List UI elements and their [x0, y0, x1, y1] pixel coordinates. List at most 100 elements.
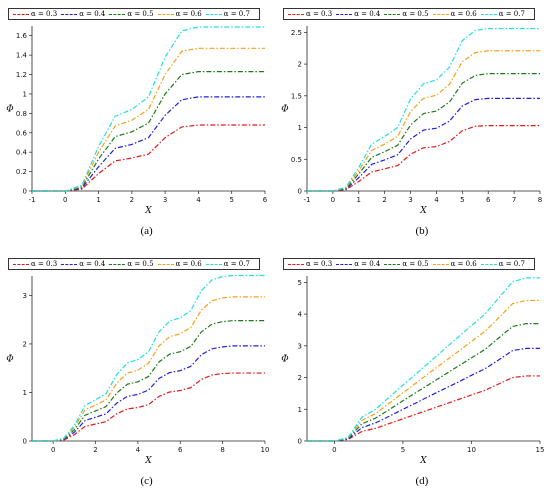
- x-tick-label: 0: [332, 446, 336, 454]
- x-tick-label: 0: [63, 196, 67, 204]
- legend-item: α = 0.3: [13, 10, 57, 18]
- legend-label: α = 0.4: [354, 260, 381, 268]
- legend-item: α = 0.4: [336, 260, 380, 268]
- x-tick-label: 2: [130, 196, 134, 204]
- legend-item: α = 0.4: [61, 260, 105, 268]
- series-line: [32, 71, 265, 192]
- x-axis-title: X: [144, 456, 152, 466]
- y-tick-label: 1: [298, 124, 302, 132]
- y-tick-label: 1.2: [16, 71, 27, 79]
- y-tick-label: 1.5: [291, 92, 302, 100]
- y-tick-label: 0: [23, 188, 27, 196]
- chart-panel-a: α = 0.3 α = 0.4 α = 0.5 α = 0.6 α = 0.7 -1 0 1 2…: [0, 0, 275, 249]
- x-tick-label: 2: [93, 446, 97, 454]
- x-tick-label: 15: [536, 446, 545, 454]
- series-line: [307, 27, 540, 192]
- legend-item: α = 0.5: [384, 260, 429, 268]
- line-chart: 0 5 10 15 0 1 2 3 4 5 X Φ: [281, 276, 545, 466]
- x-axis-title: X: [419, 206, 427, 216]
- x-tick-label: 5: [401, 446, 405, 454]
- y-tick-label: 2.5: [291, 29, 302, 37]
- legend-item: α = 0.7: [205, 260, 250, 268]
- y-tick-label: 4: [298, 311, 303, 319]
- legend-label: α = 0.3: [306, 260, 333, 268]
- legend-item: α = 0.4: [336, 10, 380, 18]
- x-tick-label: -1: [304, 196, 311, 204]
- series-line: [32, 47, 265, 192]
- legend-label: α = 0.6: [175, 260, 202, 268]
- legend-swatch: [109, 13, 126, 15]
- y-tick-label: 1: [23, 389, 27, 397]
- x-tick-label: 8: [538, 196, 542, 204]
- legend-label: α = 0.4: [79, 260, 106, 268]
- x-tick-label: 3: [408, 196, 412, 204]
- legend-item: α = 0.6: [432, 10, 477, 18]
- y-axis-title: Φ: [6, 355, 13, 365]
- chart-panel-b: α = 0.3 α = 0.4 α = 0.5 α = 0.6 α = 0.7 -1 0 1 2…: [275, 0, 550, 249]
- legend-swatch: [13, 13, 29, 15]
- series-line: [32, 320, 265, 442]
- series-line: [307, 299, 540, 442]
- legend-item: α = 0.3: [288, 260, 332, 268]
- legend: α = 0.3 α = 0.4 α = 0.5 α = 0.6 α = 0.7: [8, 258, 260, 270]
- legend-label: α = 0.7: [223, 260, 250, 268]
- y-tick-label: 0: [23, 438, 27, 446]
- chart-panel-c: α = 0.3 α = 0.4 α = 0.5 α = 0.6 α = 0.7 0 2 4 6 8…: [0, 250, 275, 499]
- series-line: [32, 296, 265, 442]
- series-line: [307, 277, 540, 442]
- y-tick-label: 3: [298, 342, 302, 350]
- legend-swatch: [480, 13, 497, 15]
- legend-item: α = 0.7: [205, 10, 250, 18]
- legend-item: α = 0.5: [109, 10, 154, 18]
- y-tick-label: 1: [298, 406, 302, 414]
- series-line: [32, 372, 265, 442]
- x-tick-label: 5: [229, 196, 233, 204]
- series-line: [307, 375, 540, 442]
- y-tick-label: 5: [298, 279, 302, 287]
- x-tick-label: -1: [29, 196, 36, 204]
- series-line: [32, 26, 265, 192]
- legend-label: α = 0.4: [79, 10, 106, 18]
- y-tick-label: 2: [23, 340, 27, 348]
- y-axis-title: Φ: [281, 355, 288, 365]
- series-line: [307, 72, 540, 192]
- x-tick-label: 4: [196, 196, 201, 204]
- y-tick-label: 0: [298, 438, 302, 446]
- x-tick-label: 0: [51, 446, 55, 454]
- line-chart: -1 0 1 2 3 4 5 600.20.40.60.811.21.41.6XΦ: [6, 26, 268, 216]
- series-line: [32, 124, 265, 192]
- legend-swatch: [288, 13, 304, 15]
- x-tick-label: 2: [382, 196, 386, 204]
- legend-label: α = 0.4: [354, 10, 381, 18]
- legend-item: α = 0.5: [109, 260, 154, 268]
- legend-swatch: [336, 263, 353, 265]
- legend-label: α = 0.5: [402, 260, 429, 268]
- series-line: [307, 50, 540, 192]
- y-tick-label: 1.4: [16, 52, 28, 60]
- legend-swatch: [61, 263, 78, 265]
- x-tick-label: 6: [178, 446, 183, 454]
- x-tick-label: 8: [220, 446, 224, 454]
- legend-swatch: [336, 13, 353, 15]
- y-tick-label: 2: [298, 374, 302, 382]
- legend-swatch: [288, 263, 304, 265]
- legend-item: α = 0.5: [384, 10, 429, 18]
- x-tick-label: 3: [163, 196, 167, 204]
- series-line: [307, 347, 540, 442]
- series-line: [307, 322, 540, 442]
- legend-item: α = 0.6: [157, 10, 202, 18]
- legend-item: α = 0.7: [480, 10, 525, 18]
- legend: α = 0.3 α = 0.4 α = 0.5 α = 0.6 α = 0.7: [283, 8, 535, 20]
- series-line: [32, 345, 265, 442]
- x-tick-label: 6: [263, 196, 268, 204]
- legend-item: α = 0.3: [288, 10, 332, 18]
- x-axis-title: X: [419, 456, 427, 466]
- x-tick-label: 5: [460, 196, 464, 204]
- x-tick-label: 4: [434, 196, 439, 204]
- x-tick-label: 1: [357, 196, 361, 204]
- legend-label: α = 0.7: [498, 260, 525, 268]
- legend-swatch: [13, 263, 29, 265]
- series-line: [32, 96, 265, 192]
- legend-swatch: [61, 13, 78, 15]
- x-axis-title: X: [144, 206, 152, 216]
